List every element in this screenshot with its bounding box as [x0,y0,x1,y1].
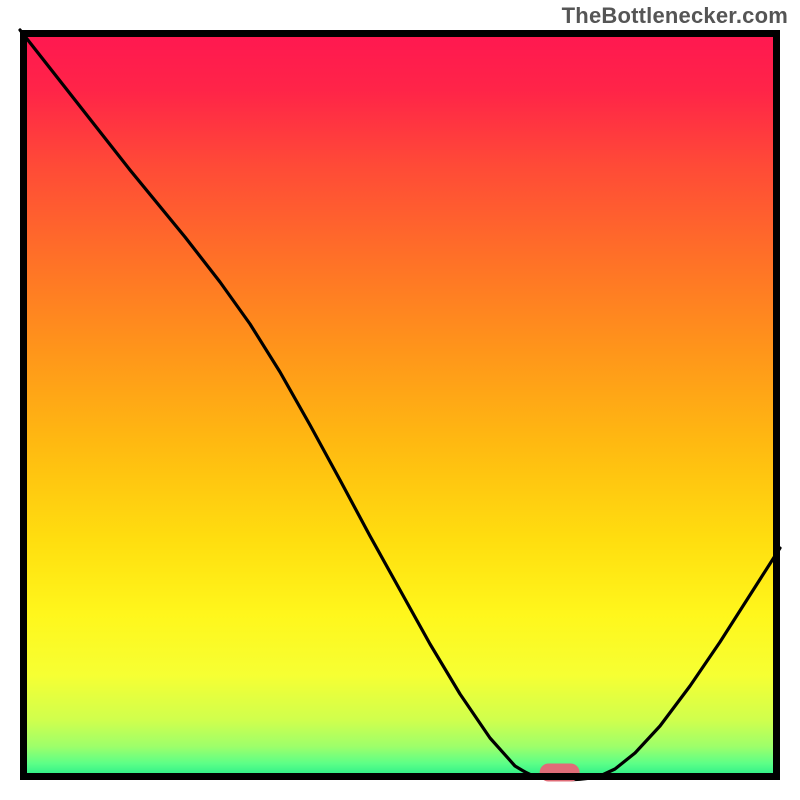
gradient-background [20,30,780,780]
chart-svg [0,0,800,800]
watermark-text: TheBottlenecker.com [562,3,788,29]
chart-root: TheBottlenecker.com [0,0,800,800]
